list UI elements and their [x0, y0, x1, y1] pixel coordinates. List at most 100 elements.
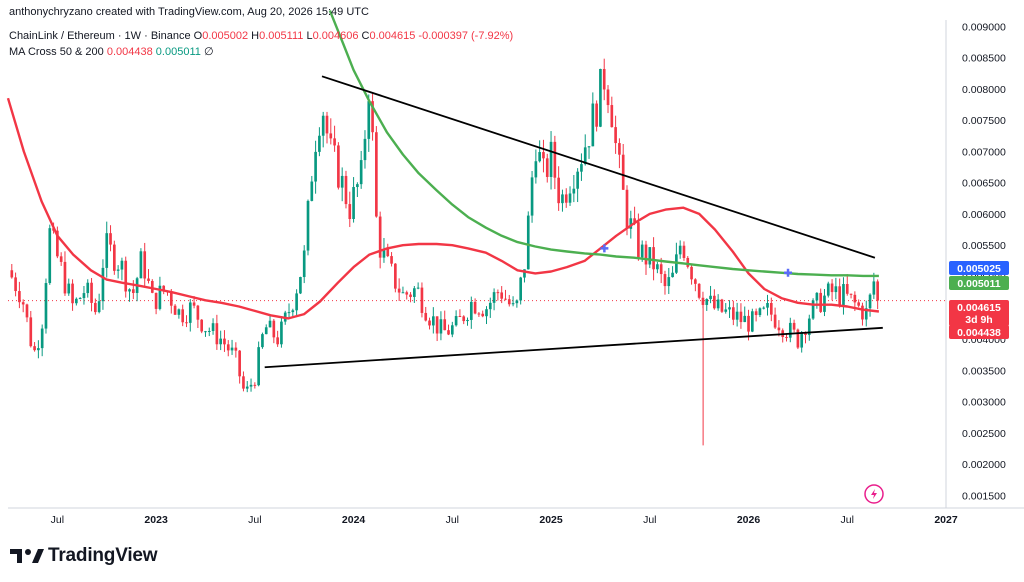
candle-body[interactable] — [591, 103, 595, 147]
candle-body[interactable] — [849, 293, 853, 295]
candle-body[interactable] — [82, 293, 86, 299]
candle-body[interactable] — [864, 308, 868, 320]
candle-body[interactable] — [868, 294, 872, 309]
candle-body[interactable] — [728, 307, 731, 310]
candle-body[interactable] — [431, 316, 435, 326]
candle-body[interactable] — [466, 319, 469, 322]
candle-body[interactable] — [557, 177, 560, 204]
candle-body[interactable] — [226, 344, 230, 351]
candle-body[interactable] — [105, 233, 109, 268]
candle-body[interactable] — [511, 303, 515, 305]
candle-body[interactable] — [842, 284, 845, 305]
candle-body[interactable] — [861, 305, 864, 320]
candle-body[interactable] — [496, 292, 500, 294]
ma-line[interactable] — [6, 97, 880, 320]
candle-body[interactable] — [637, 222, 640, 258]
candle-body[interactable] — [754, 311, 758, 316]
candle-body[interactable] — [633, 218, 636, 223]
candle-body[interactable] — [162, 285, 166, 292]
candle-body[interactable] — [249, 384, 253, 387]
candle-body[interactable] — [561, 194, 564, 204]
candle-body[interactable] — [773, 314, 777, 328]
candle-body[interactable] — [348, 204, 352, 220]
candle-body[interactable] — [325, 115, 329, 134]
candle-body[interactable] — [667, 277, 671, 287]
candle-body[interactable] — [678, 245, 682, 255]
candle-body[interactable] — [204, 331, 207, 333]
candle-body[interactable] — [473, 301, 477, 314]
candle-body[interactable] — [177, 309, 181, 315]
candle-body[interactable] — [458, 316, 462, 318]
candle-body[interactable] — [732, 307, 735, 320]
candle-body[interactable] — [382, 249, 386, 258]
candle-body[interactable] — [310, 181, 314, 201]
candle-body[interactable] — [367, 101, 371, 139]
candle-body[interactable] — [359, 160, 363, 185]
candle-body[interactable] — [648, 247, 652, 265]
candle-body[interactable] — [462, 316, 466, 322]
candle-body[interactable] — [845, 284, 849, 294]
candle-body[interactable] — [811, 300, 815, 319]
candle-body[interactable] — [344, 175, 348, 205]
indicator-legend[interactable]: MA Cross 50 & 200 0.004438 0.005011 ∅ — [9, 45, 214, 58]
candle-body[interactable] — [302, 250, 306, 278]
candle-body[interactable] — [538, 152, 541, 162]
candle-body[interactable] — [500, 292, 504, 299]
candle-body[interactable] — [644, 244, 648, 265]
candle-body[interactable] — [78, 298, 82, 300]
candle-body[interactable] — [766, 302, 769, 308]
candle-body[interactable] — [690, 266, 693, 280]
candle-body[interactable] — [587, 146, 591, 148]
candle-body[interactable] — [819, 292, 823, 312]
candle-body[interactable] — [652, 247, 655, 270]
flash-icon[interactable] — [864, 484, 884, 504]
candle-body[interactable] — [200, 319, 204, 332]
candle-body[interactable] — [454, 316, 458, 326]
candle-body[interactable] — [329, 133, 333, 139]
candle-body[interactable] — [606, 89, 610, 106]
candle-body[interactable] — [602, 68, 606, 90]
candle-body[interactable] — [230, 347, 234, 351]
candle-body[interactable] — [413, 288, 416, 297]
candle-body[interactable] — [352, 187, 355, 220]
candle-body[interactable] — [33, 346, 36, 351]
candle-body[interactable] — [720, 299, 724, 312]
candle-body[interactable] — [625, 189, 629, 229]
candle-body[interactable] — [268, 320, 272, 328]
tradingview-logo[interactable]: TradingView — [10, 545, 158, 567]
candle-body[interactable] — [280, 321, 283, 345]
candle-body[interactable] — [56, 230, 59, 257]
candle-body[interactable] — [215, 323, 219, 345]
candle-body[interactable] — [120, 260, 124, 270]
candle-body[interactable] — [705, 299, 709, 305]
symbol-legend[interactable]: ChainLink / Ethereum · 1W · Binance O0.0… — [9, 30, 513, 42]
candle-body[interactable] — [109, 233, 112, 245]
candle-body[interactable] — [390, 256, 393, 264]
candle-body[interactable] — [701, 297, 705, 305]
candle-body[interactable] — [86, 282, 90, 294]
candle-body[interactable] — [815, 292, 819, 301]
candle-body[interactable] — [185, 322, 188, 324]
candle-body[interactable] — [523, 269, 526, 278]
candle-body[interactable] — [59, 256, 63, 262]
candle-body[interactable] — [75, 298, 78, 304]
candle-body[interactable] — [337, 145, 340, 188]
candle-body[interactable] — [572, 188, 576, 194]
candle-body[interactable] — [29, 317, 33, 347]
candle-body[interactable] — [857, 302, 860, 306]
candle-body[interactable] — [504, 298, 507, 300]
candle-body[interactable] — [63, 261, 67, 294]
candle-body[interactable] — [14, 277, 17, 292]
candle-body[interactable] — [545, 158, 549, 177]
candle-body[interactable] — [435, 316, 439, 334]
candle-body[interactable] — [750, 311, 754, 332]
candle-body[interactable] — [375, 132, 378, 217]
candle-body[interactable] — [739, 311, 743, 323]
candle-body[interactable] — [173, 305, 177, 315]
candle-body[interactable] — [576, 171, 579, 189]
candle-body[interactable] — [618, 143, 621, 155]
candle-body[interactable] — [253, 384, 257, 386]
candle-body[interactable] — [804, 333, 807, 335]
candle-body[interactable] — [481, 313, 485, 317]
candle-body[interactable] — [371, 101, 374, 133]
